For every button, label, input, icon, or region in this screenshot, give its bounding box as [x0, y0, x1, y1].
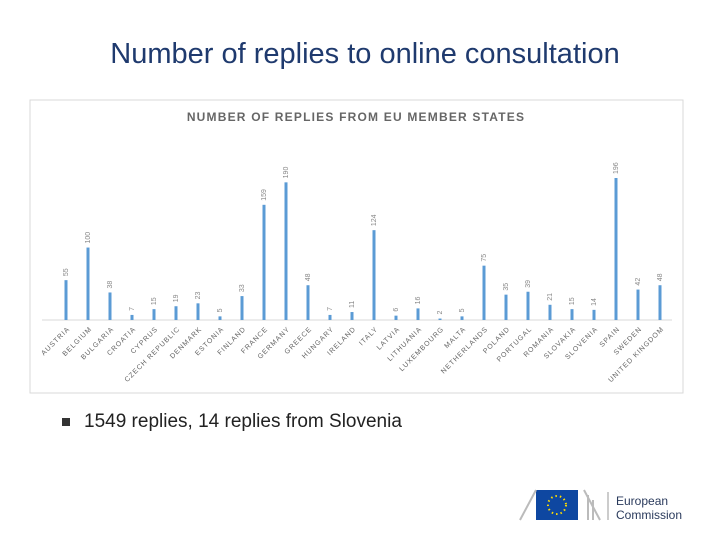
bar	[614, 178, 618, 320]
bar	[526, 291, 530, 320]
value-label: 190	[283, 167, 290, 179]
logo-text: European	[616, 494, 668, 508]
value-label: 196	[613, 162, 620, 174]
bar	[482, 265, 486, 320]
value-label: 7	[327, 307, 334, 311]
bar	[460, 316, 464, 320]
value-label: 14	[591, 298, 598, 306]
value-label: 15	[569, 297, 576, 305]
bar	[64, 280, 68, 320]
value-label: 15	[151, 297, 158, 305]
bullet-text: 1549 replies, 14 replies from Slovenia	[84, 411, 402, 432]
bar	[636, 289, 640, 320]
bar	[350, 312, 354, 320]
value-label: 23	[195, 291, 202, 299]
chart-frame	[29, 99, 684, 394]
bar	[328, 314, 332, 320]
value-label: 42	[635, 278, 642, 286]
bullet-item: 1549 replies, 14 replies from Slovenia	[62, 411, 402, 433]
value-label: 100	[85, 232, 92, 244]
value-label: 48	[305, 273, 312, 281]
value-label: 38	[107, 281, 114, 289]
bar	[372, 230, 376, 320]
bar	[152, 309, 156, 320]
bar	[262, 204, 266, 320]
bar	[570, 309, 574, 320]
value-label: 21	[547, 293, 554, 301]
flag-logo	[519, 489, 609, 521]
value-label: 48	[657, 273, 664, 281]
value-label: 19	[173, 294, 180, 302]
value-label: 11	[349, 301, 356, 308]
value-label: 55	[63, 268, 70, 276]
value-label: 39	[525, 280, 532, 288]
value-label: 33	[239, 284, 246, 292]
value-label: 5	[217, 308, 224, 312]
value-label: 75	[481, 254, 488, 262]
logo-text: Commission	[616, 508, 682, 522]
value-label: 7	[129, 307, 136, 311]
value-label: 16	[415, 297, 422, 305]
bar	[504, 294, 508, 320]
value-label: 2	[437, 311, 444, 315]
bar	[284, 182, 288, 320]
bar	[548, 304, 552, 320]
bullet-marker	[62, 417, 70, 426]
bar	[108, 292, 112, 320]
bar	[174, 306, 178, 320]
value-label: 159	[261, 189, 268, 201]
value-label: 5	[459, 308, 466, 312]
bar	[196, 303, 200, 320]
slide-title: Number of replies to online consultation	[110, 38, 620, 70]
bar	[416, 308, 420, 320]
chart-title: NUMBER OF REPLIES FROM EU MEMBER STATES	[187, 110, 525, 124]
bar	[306, 285, 310, 320]
bar	[240, 296, 244, 320]
value-label: 124	[371, 214, 378, 226]
bar	[394, 315, 398, 320]
bar	[592, 309, 596, 320]
bar	[438, 318, 442, 320]
bar	[130, 314, 134, 320]
value-label: 6	[393, 308, 400, 312]
bar	[218, 316, 222, 320]
bar	[658, 285, 662, 320]
value-label: 35	[503, 283, 510, 291]
bar	[86, 247, 90, 320]
